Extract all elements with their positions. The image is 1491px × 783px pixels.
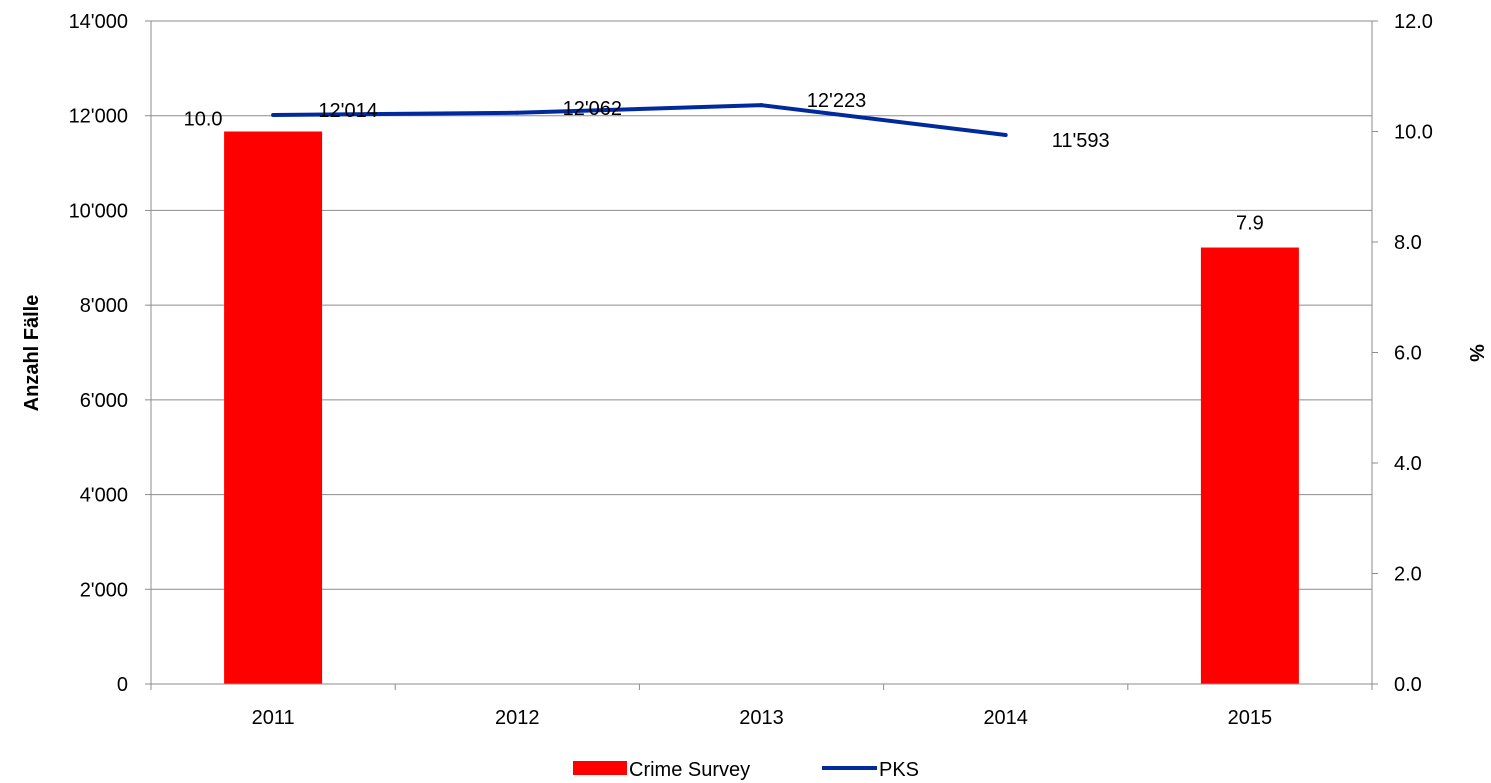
line-data-label: 12'223 — [807, 90, 866, 112]
bar — [224, 131, 323, 684]
y-right-tick-label: 8.0 — [1394, 232, 1422, 254]
y-left-tick-label: 4'000 — [80, 485, 128, 507]
line-point — [515, 110, 520, 115]
y-right-tick-label: 10.0 — [1394, 122, 1433, 144]
legend: Crime Survey PKS — [573, 759, 919, 781]
line-point — [759, 103, 764, 108]
y-right-tick-label: 12.0 — [1394, 11, 1433, 33]
x-tick-label: 2012 — [495, 707, 540, 729]
x-tick-label: 2015 — [1228, 707, 1273, 729]
x-tick-label: 2013 — [739, 707, 784, 729]
legend-label-crime-survey: Crime Survey — [629, 759, 750, 781]
series-line-pks — [273, 103, 1006, 137]
y-right-tick-label: 0.0 — [1394, 674, 1422, 696]
y-left-tick-label: 0 — [117, 674, 128, 696]
y-left-tick-label: 12'000 — [69, 106, 128, 128]
data-labels: 10.0 7.9 12'014 12'062 12'223 11'593 — [184, 90, 1264, 234]
bar-series — [224, 131, 1299, 684]
y-left-tick-label: 6'000 — [80, 390, 128, 412]
bar-data-label: 10.0 — [184, 109, 223, 131]
y-left-tick-label: 10'000 — [69, 200, 128, 222]
bar — [1200, 247, 1299, 684]
legend-label-pks: PKS — [879, 759, 919, 781]
x-tick-label: 2014 — [983, 707, 1028, 729]
line-data-label: 12'014 — [318, 100, 377, 122]
x-tick-label: 2011 — [252, 707, 295, 729]
legend-swatch-crime-survey — [573, 761, 627, 775]
axes: 0 2'000 4'000 6'000 8'000 10'000 12'000 14'000 0… — [69, 11, 1433, 729]
y-left-tick-label: 8'000 — [80, 295, 128, 317]
bar-data-label: 7.9 — [1236, 213, 1264, 235]
y-axis-right-title: % — [1465, 344, 1487, 362]
line-data-label: 11'593 — [1052, 130, 1110, 152]
y-left-tick-label: 14'000 — [69, 11, 128, 33]
y-axis-left-title: Anzahl Fälle — [21, 295, 43, 412]
y-left-tick-label: 2'000 — [80, 579, 128, 601]
line-point — [271, 113, 276, 118]
line-data-label: 12'062 — [563, 98, 622, 120]
y-right-tick-label: 4.0 — [1394, 453, 1422, 475]
line-point — [1003, 132, 1008, 137]
y-right-tick-label: 2.0 — [1394, 564, 1422, 586]
line-series — [271, 103, 1008, 137]
y-right-tick-label: 6.0 — [1394, 343, 1422, 365]
